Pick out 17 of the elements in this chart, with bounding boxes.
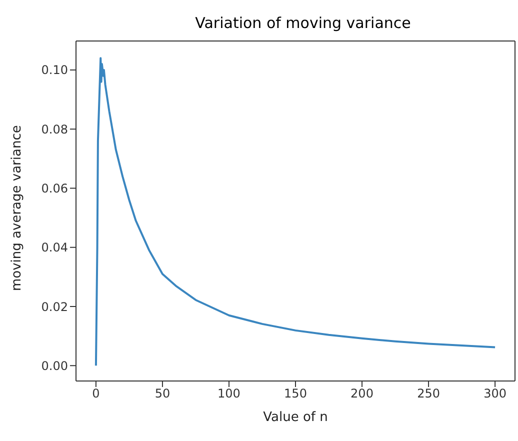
x-tick-label: 0 <box>92 386 100 401</box>
y-tick-label: 0.10 <box>41 63 68 78</box>
x-tick-label: 150 <box>284 386 307 401</box>
y-tick-label: 0.02 <box>41 300 68 314</box>
x-tick-label: 300 <box>484 386 506 401</box>
y-tick-label: 0.08 <box>41 122 68 136</box>
x-tick-label: 100 <box>218 386 240 401</box>
x-tick-label: 250 <box>417 386 440 401</box>
x-tick-label: 200 <box>350 386 374 401</box>
x-tick-label: 50 <box>154 386 170 401</box>
x-axis-title: Value of n <box>263 410 328 425</box>
y-tick-label: 0.04 <box>41 240 68 255</box>
chart-title: Variation of moving variance <box>194 14 412 32</box>
y-tick-label: 0.00 <box>41 358 68 373</box>
y-axis-title: moving average variance <box>10 125 25 291</box>
line-series <box>94 57 496 367</box>
y-tick-label: 0.06 <box>41 181 68 196</box>
